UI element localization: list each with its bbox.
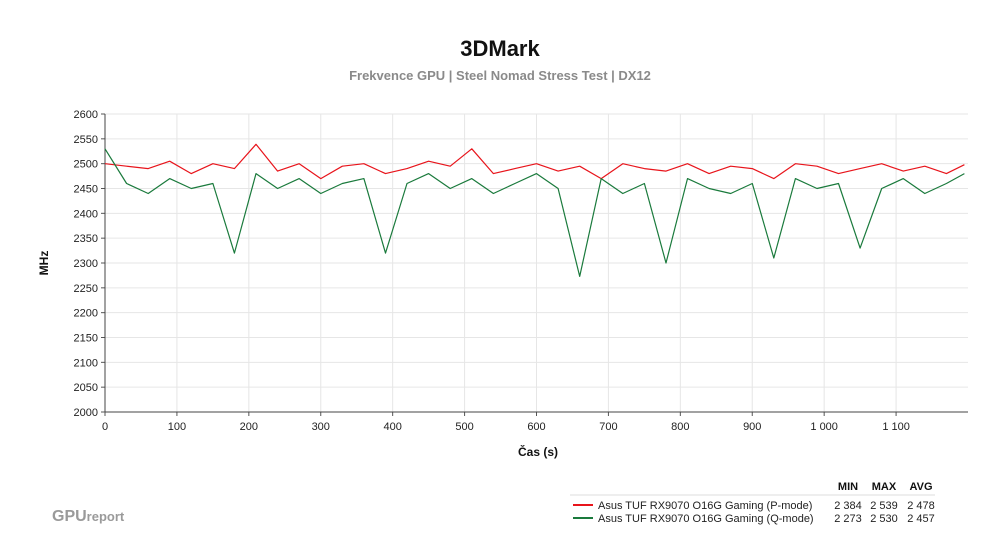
series-line-2 xyxy=(104,148,965,277)
y-tick-label: 2400 xyxy=(74,208,98,220)
x-tick-label: 300 xyxy=(312,421,330,433)
x-axis-label: Čas (s) xyxy=(518,444,558,459)
y-tick-label: 2100 xyxy=(74,357,98,369)
legend-stat-value: 2 457 xyxy=(907,513,935,525)
plot-area: 2000205021002150220022502300235024002450… xyxy=(74,109,968,433)
brand-logo: GPUreport xyxy=(52,508,124,526)
x-tick-label: 700 xyxy=(599,421,617,433)
legend-series-name: Asus TUF RX9070 O16G Gaming (Q-mode) xyxy=(598,513,814,525)
x-tick-label: 1 000 xyxy=(810,421,838,433)
legend-stat-value: 2 539 xyxy=(870,500,898,512)
y-tick-label: 2250 xyxy=(74,283,98,295)
x-tick-label: 500 xyxy=(455,421,473,433)
x-tick-label: 1 100 xyxy=(882,421,910,433)
legend-column-header: MIN xyxy=(838,481,858,493)
y-tick-label: 2500 xyxy=(74,159,98,171)
y-tick-label: 2550 xyxy=(74,134,98,146)
legend-stat-value: 2 384 xyxy=(834,500,862,512)
x-tick-label: 100 xyxy=(168,421,186,433)
x-tick-label: 900 xyxy=(743,421,761,433)
y-tick-label: 2300 xyxy=(74,258,98,270)
y-tick-label: 2150 xyxy=(74,333,98,345)
x-tick-label: 600 xyxy=(527,421,545,433)
chart-subtitle: Frekvence GPU | Steel Nomad Stress Test … xyxy=(349,68,651,83)
y-tick-label: 2450 xyxy=(74,184,98,196)
legend-column-header: MAX xyxy=(872,481,897,493)
y-tick-label: 2350 xyxy=(74,233,98,245)
y-tick-label: 2600 xyxy=(74,109,98,121)
x-tick-label: 400 xyxy=(383,421,401,433)
legend: MIN MAX AVG Asus TUF RX9070 O16G Gaming (P-… xyxy=(570,481,935,525)
legend-stat-value: 2 478 xyxy=(907,500,935,512)
legend-stat-value: 2 530 xyxy=(870,513,898,525)
chart-title: 3DMark xyxy=(460,36,540,61)
legend-series-name: Asus TUF RX9070 O16G Gaming (P-mode) xyxy=(598,500,812,512)
x-tick-label: 0 xyxy=(102,421,108,433)
brand-primary: GPU xyxy=(52,508,87,525)
series-line-1 xyxy=(104,143,965,180)
y-tick-label: 2200 xyxy=(74,308,98,320)
legend-column-header: AVG xyxy=(909,481,932,493)
y-tick-label: 2000 xyxy=(74,407,98,419)
y-tick-label: 2050 xyxy=(74,382,98,394)
y-axis-label: MHz xyxy=(37,251,51,276)
x-tick-label: 800 xyxy=(671,421,689,433)
x-tick-label: 200 xyxy=(240,421,258,433)
brand-secondary: report xyxy=(86,509,125,524)
legend-stat-value: 2 273 xyxy=(834,513,862,525)
